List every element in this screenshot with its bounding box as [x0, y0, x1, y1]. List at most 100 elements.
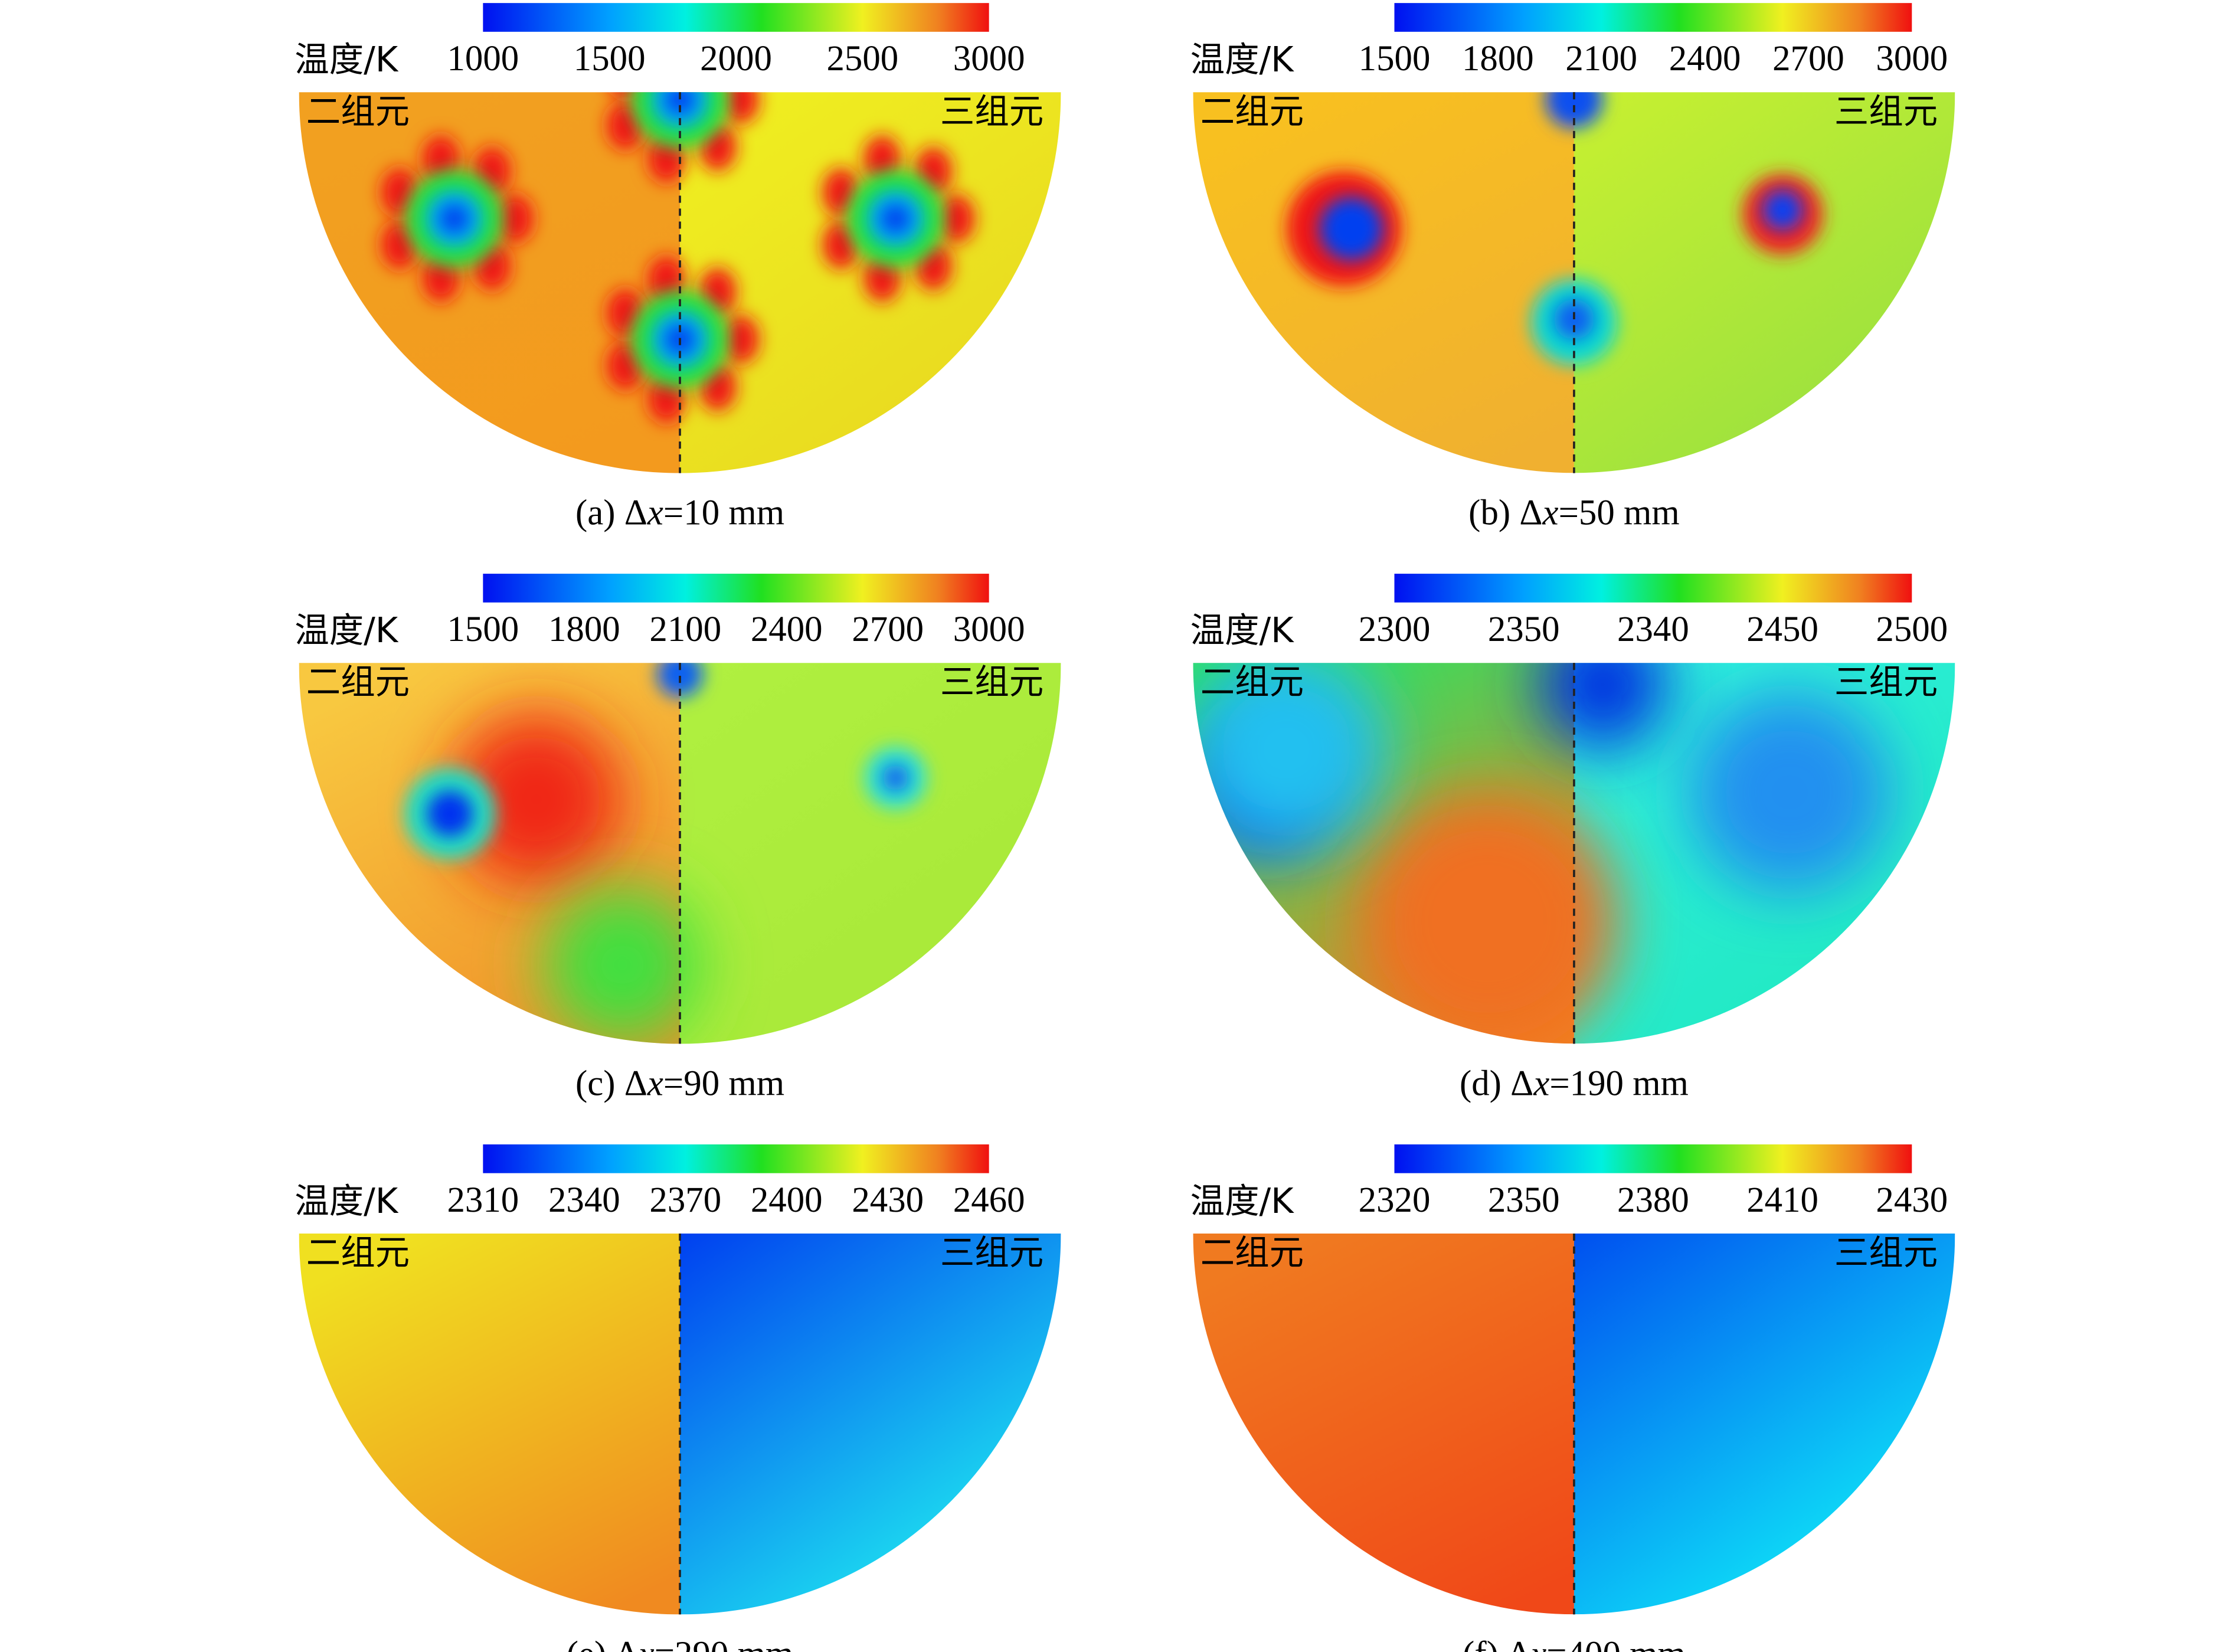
field-left [1193, 1233, 1574, 1615]
field-blob [882, 764, 909, 791]
panel: 温度/K 1500 1800 2100 2400 2700 3000 二组元 三组元 (c) Δx… [295, 574, 1061, 1104]
caption: (b) Δx=50 mm [1468, 493, 1680, 533]
hot-spot [721, 315, 759, 364]
colorbar-tick-label: 2340 [548, 1180, 620, 1220]
field-right [1574, 1233, 1955, 1615]
field-right [1574, 92, 1955, 473]
field-left [1193, 92, 1574, 473]
panel: 温度/K 2310 2340 2370 2400 2430 2460 二组元 三组元 (e) Δx… [295, 1144, 1061, 1652]
colorbar-tick-label: 2430 [852, 1180, 924, 1220]
caption-prefix: (b) Δ [1468, 493, 1542, 533]
colorbar-tick-label: 2380 [1617, 1180, 1689, 1220]
caption-suffix: =190 mm [1549, 1064, 1689, 1104]
colorbar [1394, 1144, 1912, 1173]
colorbar-tick-label: 2350 [1488, 610, 1560, 649]
colorbar-unit: 温度/K [1190, 610, 1295, 650]
colorbar-tick-label: 1500 [447, 610, 519, 649]
colorbar-unit: 温度/K [295, 40, 399, 80]
colorbar-tick-label: 2340 [1617, 610, 1689, 649]
colorbar-tick-label: 2700 [852, 610, 924, 649]
caption: (a) Δx=10 mm [575, 493, 784, 533]
caption-prefix: (c) Δ [575, 1064, 647, 1104]
field-blob [1538, 663, 1668, 750]
caption-var: x [647, 1064, 663, 1104]
panel: 温度/K 1500 1800 2100 2400 2700 3000 二组元 三组元 (b) Δx… [1190, 3, 1955, 533]
colorbar-tick-label: 2460 [953, 1180, 1025, 1220]
colorbar-tick-label: 2400 [1669, 39, 1741, 78]
caption-prefix: (d) Δ [1460, 1064, 1533, 1104]
colorbar-unit: 温度/K [1190, 40, 1295, 80]
colorbar-tick-label: 2430 [1876, 1180, 1948, 1220]
temperature-field [299, 92, 1061, 473]
field-blob [657, 663, 703, 698]
field-blob [1193, 663, 1388, 850]
caption-var: x [638, 1634, 655, 1652]
colorbar [1394, 574, 1912, 603]
colorbar [483, 1144, 989, 1173]
caption-suffix: =400 mm [1546, 1634, 1686, 1652]
left-label: 二组元 [1200, 662, 1304, 702]
caption-prefix: (f) Δ [1463, 1634, 1530, 1652]
colorbar [1394, 3, 1912, 32]
field-right [680, 663, 1061, 1044]
colorbar-tick-label: 2100 [1565, 39, 1637, 78]
colorbar-tick-label: 2370 [649, 1180, 721, 1220]
panel: 温度/K 1000 1500 2000 2500 3000 二组元 三组元 (a) Δx=10 … [295, 3, 1061, 533]
caption-suffix: =10 mm [663, 493, 784, 533]
caption-prefix: (e) Δ [567, 1634, 639, 1652]
colorbar-tick-label: 2300 [1359, 610, 1431, 649]
cool-core [440, 204, 469, 233]
caption: (c) Δx=90 mm [575, 1064, 784, 1104]
caption: (f) Δx=400 mm [1463, 1634, 1686, 1652]
caption-prefix: (a) Δ [575, 493, 647, 533]
right-label: 三组元 [940, 662, 1043, 702]
colorbar-tick-label: 2100 [649, 610, 721, 649]
colorbar-tick-label: 1500 [574, 39, 646, 78]
field-blob [1358, 792, 1618, 1044]
colorbar-tick-label: 2410 [1746, 1180, 1818, 1220]
hot-spot [937, 194, 975, 243]
colorbar-tick-label: 2350 [1488, 1180, 1560, 1220]
left-label: 二组元 [306, 1233, 410, 1273]
field-right [680, 1233, 1061, 1615]
colorbar-tick-label: 2400 [751, 1180, 823, 1220]
caption: (d) Δx=190 mm [1460, 1064, 1689, 1104]
left-label: 二组元 [1200, 1233, 1304, 1273]
colorbar-tick-label: 2320 [1359, 1180, 1431, 1220]
field-blob [1762, 189, 1803, 230]
panel: 温度/K 2300 2350 2340 2450 2500 二组元 三组元 (d) Δx=190… [1190, 574, 1955, 1104]
colorbar [483, 574, 989, 603]
left-label: 二组元 [306, 662, 410, 702]
right-label: 三组元 [940, 91, 1043, 132]
caption-var: x [647, 493, 663, 533]
colorbar-unit: 温度/K [295, 1181, 399, 1221]
colorbar [483, 3, 989, 32]
caption-var: x [1542, 493, 1559, 533]
field-blob [450, 713, 623, 886]
left-label: 二组元 [1200, 91, 1304, 132]
left-label: 二组元 [306, 91, 410, 132]
caption-suffix: =50 mm [1559, 493, 1680, 533]
hot-spot [496, 194, 534, 243]
colorbar-tick-label: 1800 [1462, 39, 1534, 78]
caption-suffix: =290 mm [655, 1634, 794, 1652]
right-label: 三组元 [1834, 1233, 1938, 1273]
colorbar-tick-label: 3000 [953, 610, 1025, 649]
cool-core [881, 204, 910, 233]
colorbar-tick-label: 2500 [1876, 610, 1948, 649]
caption-suffix: =90 mm [663, 1064, 784, 1104]
colorbar-tick-label: 3000 [953, 39, 1025, 78]
colorbar-unit: 温度/K [1190, 1181, 1295, 1221]
colorbar-tick-label: 1800 [548, 610, 620, 649]
colorbar-unit: 温度/K [295, 610, 399, 650]
field-blob [543, 885, 702, 1044]
right-label: 三组元 [1834, 91, 1938, 132]
caption: (e) Δx=290 mm [567, 1634, 794, 1652]
field-blob [1319, 197, 1383, 261]
temperature-field [1193, 663, 1955, 1044]
caption-var: x [1533, 1064, 1549, 1104]
caption-var: x [1530, 1634, 1546, 1652]
right-label: 三组元 [1834, 662, 1938, 702]
colorbar-tick-label: 2310 [447, 1180, 519, 1220]
